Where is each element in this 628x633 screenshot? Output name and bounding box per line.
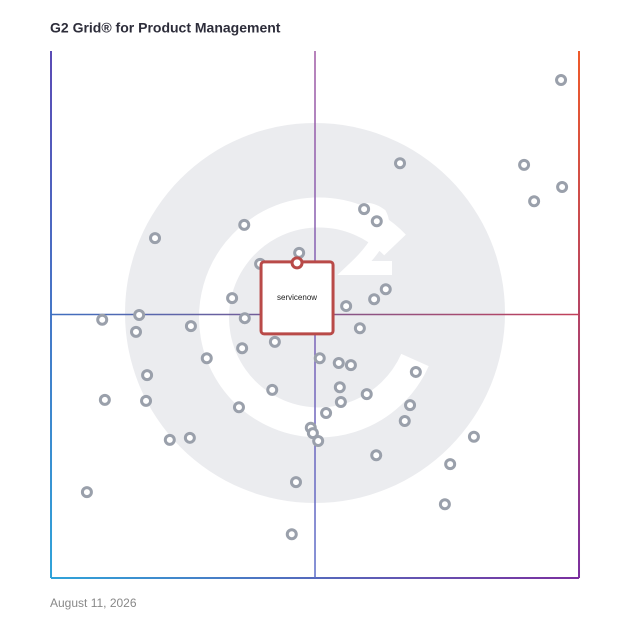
data-point — [240, 314, 249, 323]
data-point — [295, 248, 304, 257]
data-point — [151, 234, 160, 243]
data-point — [396, 159, 405, 168]
highlight-label: servicenow — [277, 293, 317, 302]
data-point — [143, 371, 152, 380]
highlight-point — [292, 258, 302, 268]
data-point — [372, 451, 381, 460]
data-point — [520, 160, 529, 169]
data-point — [530, 197, 539, 206]
data-point — [446, 460, 455, 469]
data-point — [557, 75, 566, 84]
data-point — [400, 416, 409, 425]
data-point — [291, 478, 300, 487]
data-point — [372, 217, 381, 226]
data-point — [381, 285, 390, 294]
data-point — [165, 435, 174, 444]
data-point — [362, 390, 371, 399]
data-point — [406, 401, 415, 410]
data-point — [370, 295, 379, 304]
data-point — [322, 409, 331, 418]
data-point — [82, 488, 91, 497]
data-point — [287, 530, 296, 539]
data-point — [135, 311, 144, 320]
data-point — [202, 354, 211, 363]
data-point — [270, 337, 279, 346]
data-point — [360, 205, 369, 214]
data-point — [469, 432, 478, 441]
chart-title: G2 Grid® for Product Management — [50, 20, 281, 36]
data-point — [240, 220, 249, 229]
data-point — [411, 367, 420, 376]
data-point — [335, 383, 344, 392]
data-point — [346, 361, 355, 370]
data-point — [314, 436, 323, 445]
data-point — [440, 500, 449, 509]
data-point — [228, 294, 237, 303]
data-point — [142, 396, 151, 405]
data-point — [558, 182, 567, 191]
data-point — [132, 327, 141, 336]
data-point — [185, 433, 194, 442]
data-point — [234, 403, 243, 412]
data-point — [100, 395, 109, 404]
data-point — [336, 397, 345, 406]
data-point — [98, 315, 107, 324]
data-point — [238, 344, 247, 353]
data-point — [355, 324, 364, 333]
data-point — [342, 302, 351, 311]
data-point — [268, 385, 277, 394]
data-point — [334, 358, 343, 367]
data-point — [186, 322, 195, 331]
data-point — [315, 354, 324, 363]
date: August 11, 2026 — [50, 596, 137, 610]
